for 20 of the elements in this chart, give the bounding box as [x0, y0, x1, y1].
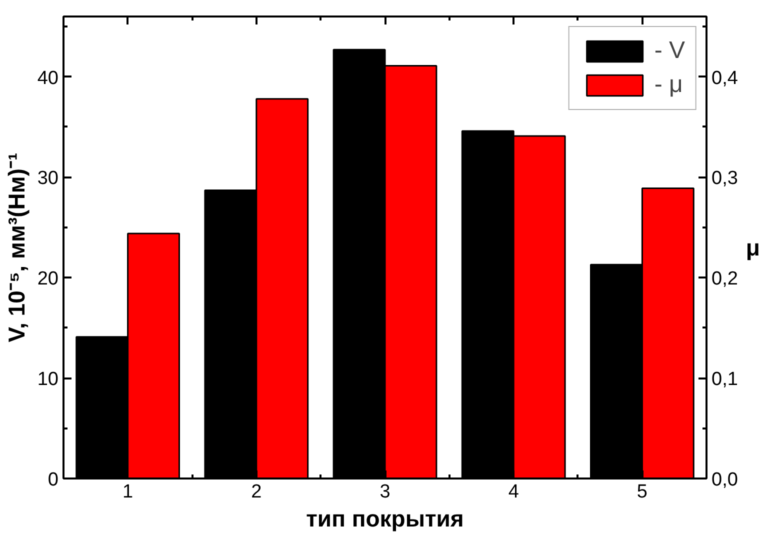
x-tick-label: 3	[380, 482, 390, 502]
y2-tick-label: 0,0	[712, 470, 738, 490]
x-tick-label: 2	[251, 482, 262, 502]
y-tick-label: 10	[37, 369, 59, 390]
x-axis-title: тип покрытия	[306, 506, 464, 532]
y2-tick-label: 0,2	[712, 268, 738, 290]
y2-axis-title: μ	[746, 234, 760, 260]
legend-label: - μ	[654, 71, 683, 99]
y-tick-label: 30	[37, 168, 59, 190]
y2-tick-label: 0,1	[712, 369, 738, 390]
y2-tick-label: 0,4	[712, 68, 738, 89]
y2-tick-label: 0,3	[712, 168, 738, 190]
y-tick-label: 0	[48, 470, 59, 490]
x-tick-label: 4	[508, 482, 520, 502]
y-tick-label: 20	[37, 268, 59, 290]
y-tick-label: 40	[37, 68, 59, 89]
legend-label: - V	[654, 37, 685, 65]
x-tick-label: 5	[636, 482, 648, 502]
x-tick-label: 1	[122, 482, 134, 502]
y-axis-title: V, 10⁻⁵, мм³(Нм)⁻¹	[3, 152, 30, 342]
